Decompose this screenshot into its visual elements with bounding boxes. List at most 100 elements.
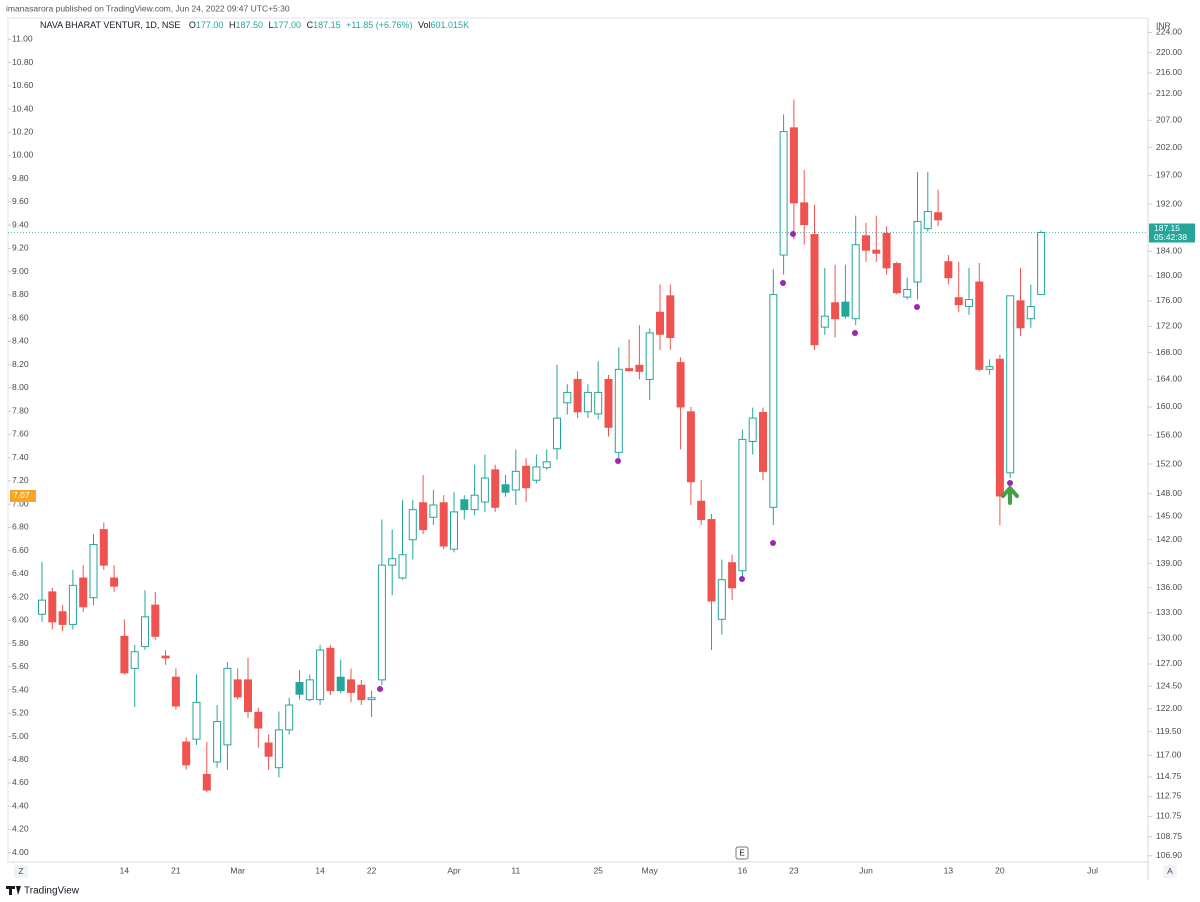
candle-body	[614, 368, 623, 453]
candle-body	[779, 131, 788, 256]
y2-tick-label: 207.00	[1156, 115, 1182, 125]
y2-tick-label: 117.00	[1156, 750, 1182, 760]
marks: 11.00 10.80 10.60 10.40 10.20 10.00 9.80 9.60 9.…	[8, 27, 1195, 875]
ohlc-key: L	[269, 20, 274, 30]
candle-body	[594, 391, 603, 415]
candle-body	[213, 721, 222, 763]
candle-body	[110, 577, 119, 587]
y2-tick-label: 114.75	[1156, 771, 1182, 781]
candle-body	[810, 234, 819, 346]
candle-body	[800, 202, 809, 226]
candle-body	[1016, 300, 1025, 329]
y2-tick-label: 136.00	[1156, 582, 1182, 592]
candle-body	[851, 244, 860, 320]
countdown: 05:42:38	[1154, 232, 1187, 242]
candle-body	[233, 679, 242, 698]
x-tick-label: Jun	[859, 865, 873, 875]
y-tick-label: 8.20	[12, 359, 29, 369]
y2-tick-label: 142.00	[1156, 534, 1182, 544]
x-tick-label: Mar	[230, 865, 245, 875]
y-tick-label: 9.80	[12, 173, 29, 183]
y-tick-label: 7.00	[12, 498, 29, 508]
candle-body	[923, 211, 932, 230]
scale-button-label[interactable]: Z	[18, 866, 23, 876]
earnings-marker: E	[739, 849, 744, 858]
candle-body	[542, 461, 551, 469]
signal-dot	[770, 540, 776, 546]
candle-body	[831, 302, 840, 320]
candle-body	[305, 679, 314, 701]
y-tick-label: 9.40	[12, 219, 29, 229]
y-tick-label: 5.00	[12, 731, 29, 741]
candle-body	[398, 554, 407, 579]
signal-dot	[1007, 480, 1013, 486]
y2-tick-label: 124.50	[1156, 680, 1182, 690]
candle-body	[470, 494, 479, 511]
y2-tick-label: 112.75	[1156, 791, 1182, 801]
ohlc-key: C	[307, 20, 314, 30]
x-tick-label: 25	[593, 865, 603, 875]
y-tick-label: 10.00	[12, 150, 34, 160]
candle-body	[439, 502, 448, 547]
earnings-box	[735, 846, 749, 860]
change: +11.85 (+6.76%)	[346, 20, 412, 30]
y-tick-label: 6.80	[12, 522, 29, 532]
candle-body	[759, 412, 767, 472]
price-label: 187.15	[1154, 223, 1180, 233]
y2-tick-label: 172.00	[1156, 321, 1182, 331]
y2-tick-label: 202.00	[1156, 142, 1182, 152]
y-tick-label: 6.40	[12, 568, 29, 578]
candle-body	[377, 564, 386, 681]
candle-body	[161, 655, 170, 659]
scale-button-label[interactable]: A	[1167, 866, 1173, 876]
y2-tick-label: 139.00	[1156, 558, 1182, 568]
candle-body	[903, 289, 912, 298]
candle-body	[68, 584, 77, 625]
y-tick-label: 6.60	[12, 545, 29, 555]
candle-body	[656, 311, 664, 335]
y2-tick-label: 164.00	[1156, 374, 1182, 384]
y-tick-label: 4.00	[12, 847, 29, 857]
candle-body	[460, 499, 469, 511]
candle-body	[192, 701, 201, 740]
y-tick-label: 7.60	[12, 429, 29, 439]
x-tick-label: May	[642, 865, 659, 875]
candle-body	[1006, 295, 1015, 474]
candle-body	[79, 577, 88, 608]
y2-tick-label: 145.00	[1156, 511, 1182, 521]
candle-body	[769, 294, 778, 508]
volume-key: Vol	[418, 20, 431, 30]
candle-body	[171, 676, 180, 707]
candle-body	[697, 500, 706, 521]
candle-body	[625, 368, 634, 372]
y2-tick-label: 152.00	[1156, 458, 1182, 468]
symbol: NAVA BHARAT VENTUR, 1D, NSE	[40, 20, 180, 30]
scale-button[interactable]	[1163, 865, 1177, 878]
candle-body	[388, 558, 397, 566]
y-tick-label: 11.00	[12, 34, 33, 44]
candle-body	[58, 611, 67, 625]
y-tick-label: 4.80	[12, 754, 29, 764]
y-tick-label: 10.60	[12, 80, 34, 90]
y2-tick-label: 216.00	[1156, 67, 1182, 77]
y2-tick-label: 122.00	[1156, 703, 1182, 713]
y-tick-label: 5.20	[12, 708, 29, 718]
scale-button[interactable]	[14, 865, 28, 878]
ohlc-value: 177.00	[274, 20, 302, 30]
currency: INR	[1156, 20, 1171, 30]
x-tick-label: 14	[315, 865, 325, 875]
candle-body	[862, 235, 870, 251]
y-tick-label: 8.40	[12, 336, 29, 346]
candle-body	[419, 502, 428, 531]
signal-dot	[377, 686, 383, 692]
candle-body	[274, 729, 283, 769]
x-tick-label: 22	[367, 865, 377, 875]
candle-body	[975, 281, 984, 370]
candle-body	[130, 651, 139, 669]
y2-tick-label: 212.00	[1156, 88, 1182, 98]
candle-body	[913, 221, 922, 283]
candle-body	[357, 684, 366, 701]
y2-tick-label: 224.00	[1156, 27, 1182, 37]
candle-body	[944, 261, 953, 279]
